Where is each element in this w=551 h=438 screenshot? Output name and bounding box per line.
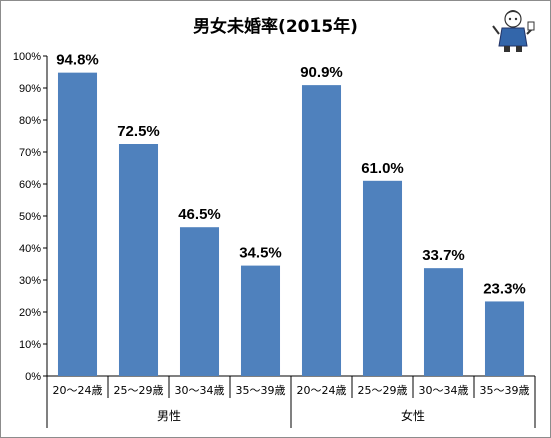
data-label: 23.3% <box>483 280 526 297</box>
category-label: 20〜24歳 <box>297 384 347 397</box>
data-label: 46.5% <box>178 206 221 223</box>
data-label: 90.9% <box>300 64 343 81</box>
y-tick-label: 90% <box>19 83 41 95</box>
bar <box>423 268 464 376</box>
group-label: 女性 <box>401 408 425 423</box>
group-label: 男性 <box>157 409 181 423</box>
data-label: 94.8% <box>56 52 99 69</box>
data-label: 61.0% <box>361 160 404 177</box>
data-label: 33.7% <box>422 247 465 264</box>
y-tick-label: 40% <box>19 243 41 255</box>
y-tick-label: 80% <box>19 115 41 127</box>
bar <box>301 85 342 377</box>
category-label: 30〜34歳 <box>175 384 225 397</box>
y-tick-label: 30% <box>19 275 41 287</box>
category-label: 25〜29歳 <box>358 384 408 397</box>
category-label: 35〜39歳 <box>236 384 286 397</box>
y-tick-label: 0% <box>25 371 41 383</box>
category-label: 20〜24歳 <box>53 384 103 397</box>
bar <box>362 180 403 376</box>
bar <box>118 144 159 376</box>
mascot-icon <box>492 10 535 52</box>
y-tick-label: 20% <box>19 307 41 319</box>
y-tick-label: 10% <box>19 339 41 351</box>
category-label: 30〜34歳 <box>419 384 469 397</box>
chart-title: 男女未婚率(2015年) <box>193 17 358 37</box>
y-tick-label: 60% <box>19 179 41 191</box>
bar <box>484 301 525 376</box>
bar <box>57 72 98 376</box>
category-label: 35〜39歳 <box>480 384 530 397</box>
y-tick-label: 70% <box>19 147 41 159</box>
data-label: 34.5% <box>239 245 282 262</box>
data-label: 72.5% <box>117 123 160 140</box>
y-tick-label: 100% <box>13 51 41 63</box>
bar <box>179 227 220 376</box>
category-label: 25〜29歳 <box>114 384 164 397</box>
y-tick-label: 50% <box>19 211 41 223</box>
bar <box>240 265 281 376</box>
